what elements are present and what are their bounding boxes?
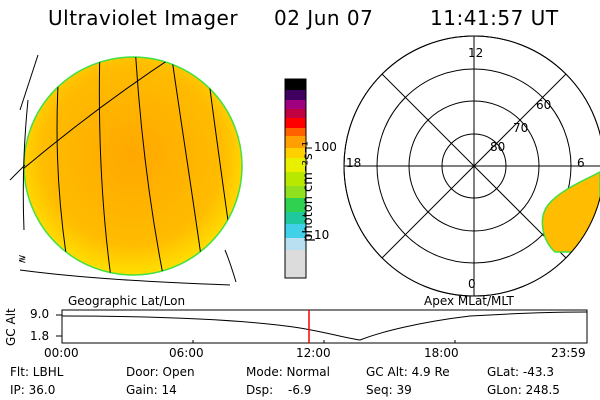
geo-latitude-status: GLat: -43.3 [487,365,554,379]
timeline-ylabel: GC Alt [4,308,18,346]
geographic-map: ≷ [9,54,243,286]
colorbar-unit-label: photon cm⁻²s⁻¹ [300,141,316,242]
polar-map [343,35,600,297]
mlat-label-60: 60 [536,98,552,112]
dsp-label: Dsp: [246,383,274,397]
timeline-ytick-low: 1.8 [30,329,50,343]
color-scale [284,78,312,279]
timeline-xtick-0600: 06:00 [169,346,204,360]
gain-status: Gain: 14 [126,383,177,397]
mlt-label-6: 6 [577,156,585,170]
outer-graticule-lines [9,54,237,286]
apex-caption: Apex MLat/MLT [424,294,514,308]
filter-status: Flt: LBHL [10,365,64,379]
gc-altitude-status: GC Alt: 4.9 Re [366,365,450,379]
colorbar-tick-10: 10 [314,228,330,242]
sequence-status: Seq: 39 [366,383,412,397]
geo-longitude-status: GLon: 248.5 [487,383,560,397]
timeline-xtick-2359: 23:59 [551,346,586,360]
timeline-xtick-0000: 00:00 [44,346,79,360]
timeline-xtick-1800: 18:00 [424,346,459,360]
door-status: Door: Open [126,365,195,379]
ip-status: IP: 36.0 [10,383,56,397]
mlt-label-0: 0 [468,277,476,291]
timeline-xtick-1200: 12:00 [296,346,331,360]
timeline-ytick-high: 9.0 [30,307,50,321]
date-label: 02 Jun 07 [274,6,374,30]
dsp-value: -6.9 [288,383,312,397]
geographic-caption: Geographic Lat/Lon [68,294,186,308]
colorbar-tick-100: 100 [314,140,337,154]
mlat-label-80: 80 [490,140,506,154]
earth-disk [23,56,243,276]
mode-status: Mode: Normal [246,365,330,379]
mlt-label-12: 12 [468,46,484,60]
instrument-title: Ultraviolet Imager [48,6,239,30]
mlat-label-70: 70 [513,121,529,135]
coastline-glyph: ≷ [18,254,26,265]
altitude-timeline [56,309,588,344]
time-label: 11:41:57 UT [430,6,559,30]
mlt-label-18: 18 [346,156,362,170]
